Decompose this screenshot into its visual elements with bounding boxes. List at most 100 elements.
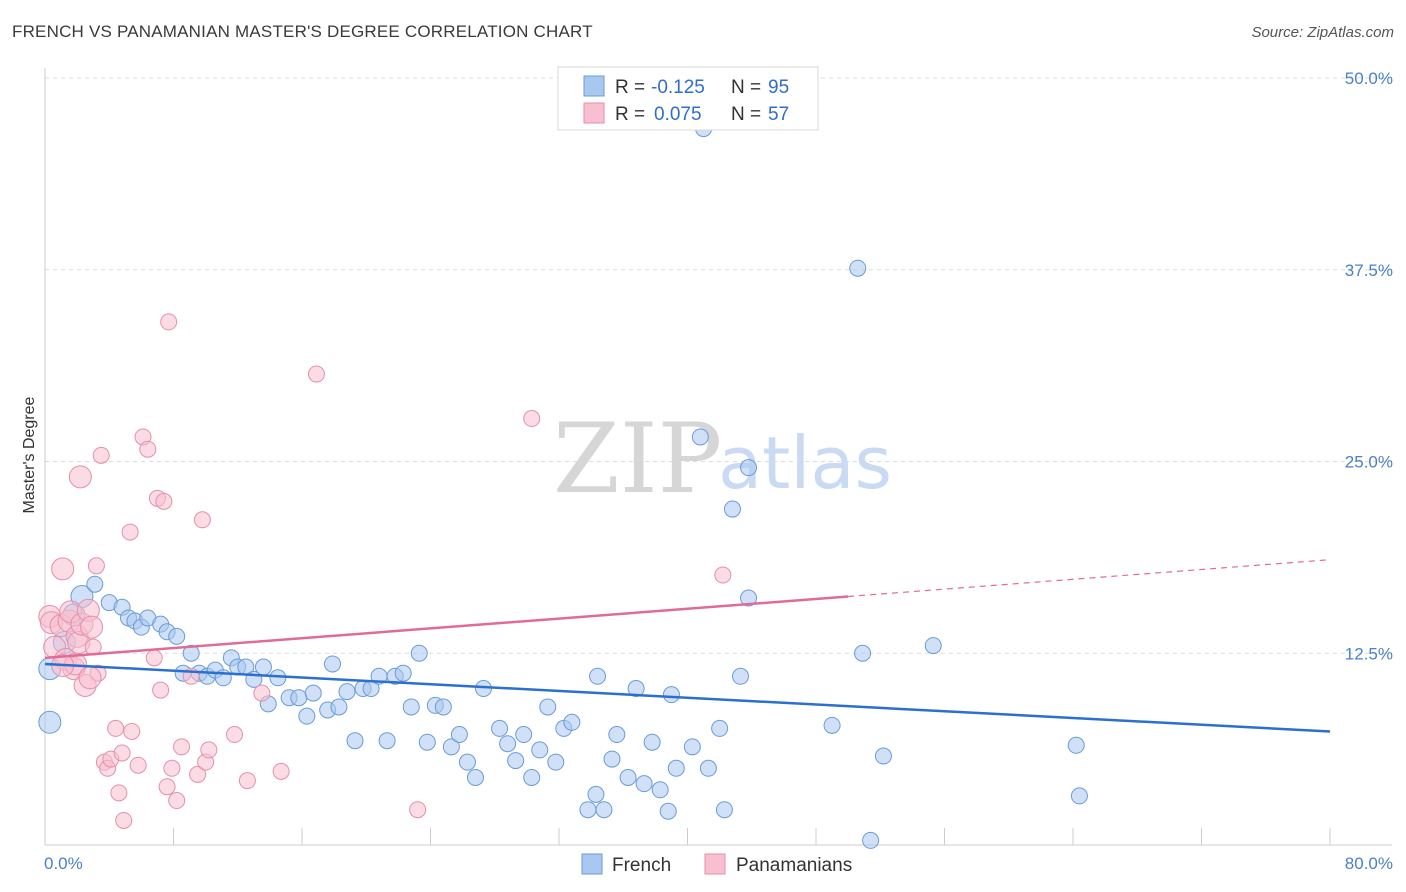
panamanians-point-46 [226, 726, 244, 744]
panamanians-point-32 [145, 649, 163, 667]
bottom-legend-swatch-panamanians [704, 853, 726, 875]
panamanians-point-56 [78, 666, 102, 690]
legend-n-label-panamanians: N = [731, 104, 761, 125]
panamanians-point-40 [173, 738, 191, 756]
french-point-94 [1070, 787, 1088, 805]
french-point-72 [643, 733, 661, 751]
panamanians-point-53 [714, 566, 732, 584]
legend-n-value-french: 95 [768, 77, 789, 98]
source-attribution: Source: ZipAtlas.com [1251, 24, 1394, 41]
grid-lines [45, 77, 1392, 654]
french-point-69 [619, 769, 637, 787]
panamanians-point-29 [129, 756, 147, 774]
french-point-64 [587, 785, 605, 803]
trend-lines [44, 559, 1331, 733]
panamanians-point-54 [68, 465, 92, 489]
legend-r-label-french: R = [615, 77, 645, 98]
panamanians-point-35 [155, 492, 173, 510]
french-point-73 [651, 781, 669, 799]
panamanians-point-19 [92, 446, 110, 464]
french-point-87 [823, 716, 841, 734]
french-point-70 [627, 680, 645, 698]
french-point-34 [330, 698, 348, 716]
french-point-50 [458, 753, 476, 771]
french-point-59 [539, 698, 557, 716]
legend-r-value-panamanians: 0.075 [654, 104, 702, 125]
french-point-56 [515, 726, 533, 744]
panamanians-point-24 [110, 784, 128, 802]
panamanians-point-25 [113, 744, 131, 762]
legend-swatch-french [583, 75, 605, 97]
french-point-78 [691, 428, 709, 446]
panamanians-point-15 [80, 615, 104, 639]
french-point-84 [732, 667, 750, 685]
french-point-53 [491, 719, 509, 737]
french-point-31 [304, 684, 322, 702]
trend-line-panamanians [44, 595, 849, 660]
legend-r-label-panamanians: R = [615, 104, 645, 125]
legend-n-label-french: N = [731, 77, 761, 98]
french-point-80 [699, 759, 717, 777]
y-tick-label-0: 12.5% [1345, 644, 1393, 663]
panamanians-point-48 [253, 684, 271, 702]
french-point-82 [715, 801, 733, 819]
panamanians-point-38 [163, 759, 181, 777]
french-point-63 [579, 801, 597, 819]
panamanians-point-49 [272, 762, 290, 780]
panamanians-point-47 [238, 772, 256, 790]
panamanians-point-17 [87, 557, 105, 575]
legend-r-value-french: -0.125 [651, 77, 705, 98]
french-point-45 [418, 733, 436, 751]
french-point-77 [683, 738, 701, 756]
trend-line-panamanians-extension [848, 559, 1331, 598]
bottom-legend-swatch-french [581, 853, 603, 875]
bottom-legend-label-french: French [612, 855, 671, 876]
french-point-25 [254, 658, 272, 676]
french-point-67 [603, 750, 621, 768]
french-point-33 [324, 655, 342, 673]
french-point-74 [659, 802, 677, 820]
x-tick-label-1: 80.0% [1345, 854, 1393, 873]
french-point-66 [595, 801, 613, 819]
french-point-16 [182, 644, 200, 662]
panamanians-point-51 [409, 801, 427, 819]
french-point-88 [849, 259, 867, 277]
french-point-81 [711, 719, 729, 737]
french-point-5 [86, 575, 104, 593]
french-point-42 [394, 664, 412, 682]
french-point-71 [635, 775, 653, 793]
french-point-55 [507, 752, 525, 770]
panamanians-point-36 [158, 778, 176, 796]
series-panamanians-points [38, 313, 732, 829]
panamanians-point-26 [115, 811, 133, 829]
legend-box: R = -0.125 N = 95 R = 0.075 N = 57 [557, 66, 819, 131]
french-point-90 [874, 747, 892, 765]
french-point-29 [290, 689, 308, 707]
french-point-91 [862, 831, 880, 849]
french-point-36 [346, 732, 364, 750]
french-point-93 [1067, 736, 1085, 754]
french-point-92 [924, 637, 942, 655]
y-tick-label-2: 37.5% [1345, 261, 1393, 280]
french-point-43 [402, 698, 420, 716]
y-tick-label-1: 25.0% [1345, 453, 1393, 472]
french-point-54 [499, 735, 517, 753]
french-point-89 [854, 644, 872, 662]
bottom-legend-label-panamanians: Panamanians [736, 855, 852, 876]
chart-title: FRENCH VS PANAMANIAN MASTER'S DEGREE COR… [12, 22, 593, 41]
panamanians-point-37 [160, 313, 178, 331]
x-tick-label-0: 0.0% [44, 854, 83, 873]
french-point-44 [410, 644, 428, 662]
french-point-76 [667, 759, 685, 777]
french-point-62 [563, 713, 581, 731]
panamanians-point-27 [121, 523, 139, 541]
french-point-14 [168, 627, 186, 645]
french-point-47 [434, 698, 452, 716]
bottom-legend: French Panamanians [581, 853, 852, 876]
panamanians-point-42 [189, 765, 207, 783]
panamanians-point-50 [307, 365, 325, 383]
french-point-51 [466, 769, 484, 787]
y-axis-label: Master's Degree [21, 396, 38, 513]
panamanians-point-43 [193, 511, 211, 529]
